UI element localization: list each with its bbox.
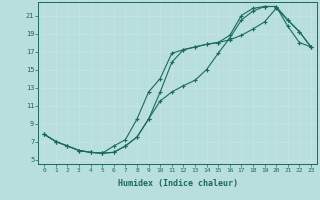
X-axis label: Humidex (Indice chaleur): Humidex (Indice chaleur)	[118, 179, 238, 188]
